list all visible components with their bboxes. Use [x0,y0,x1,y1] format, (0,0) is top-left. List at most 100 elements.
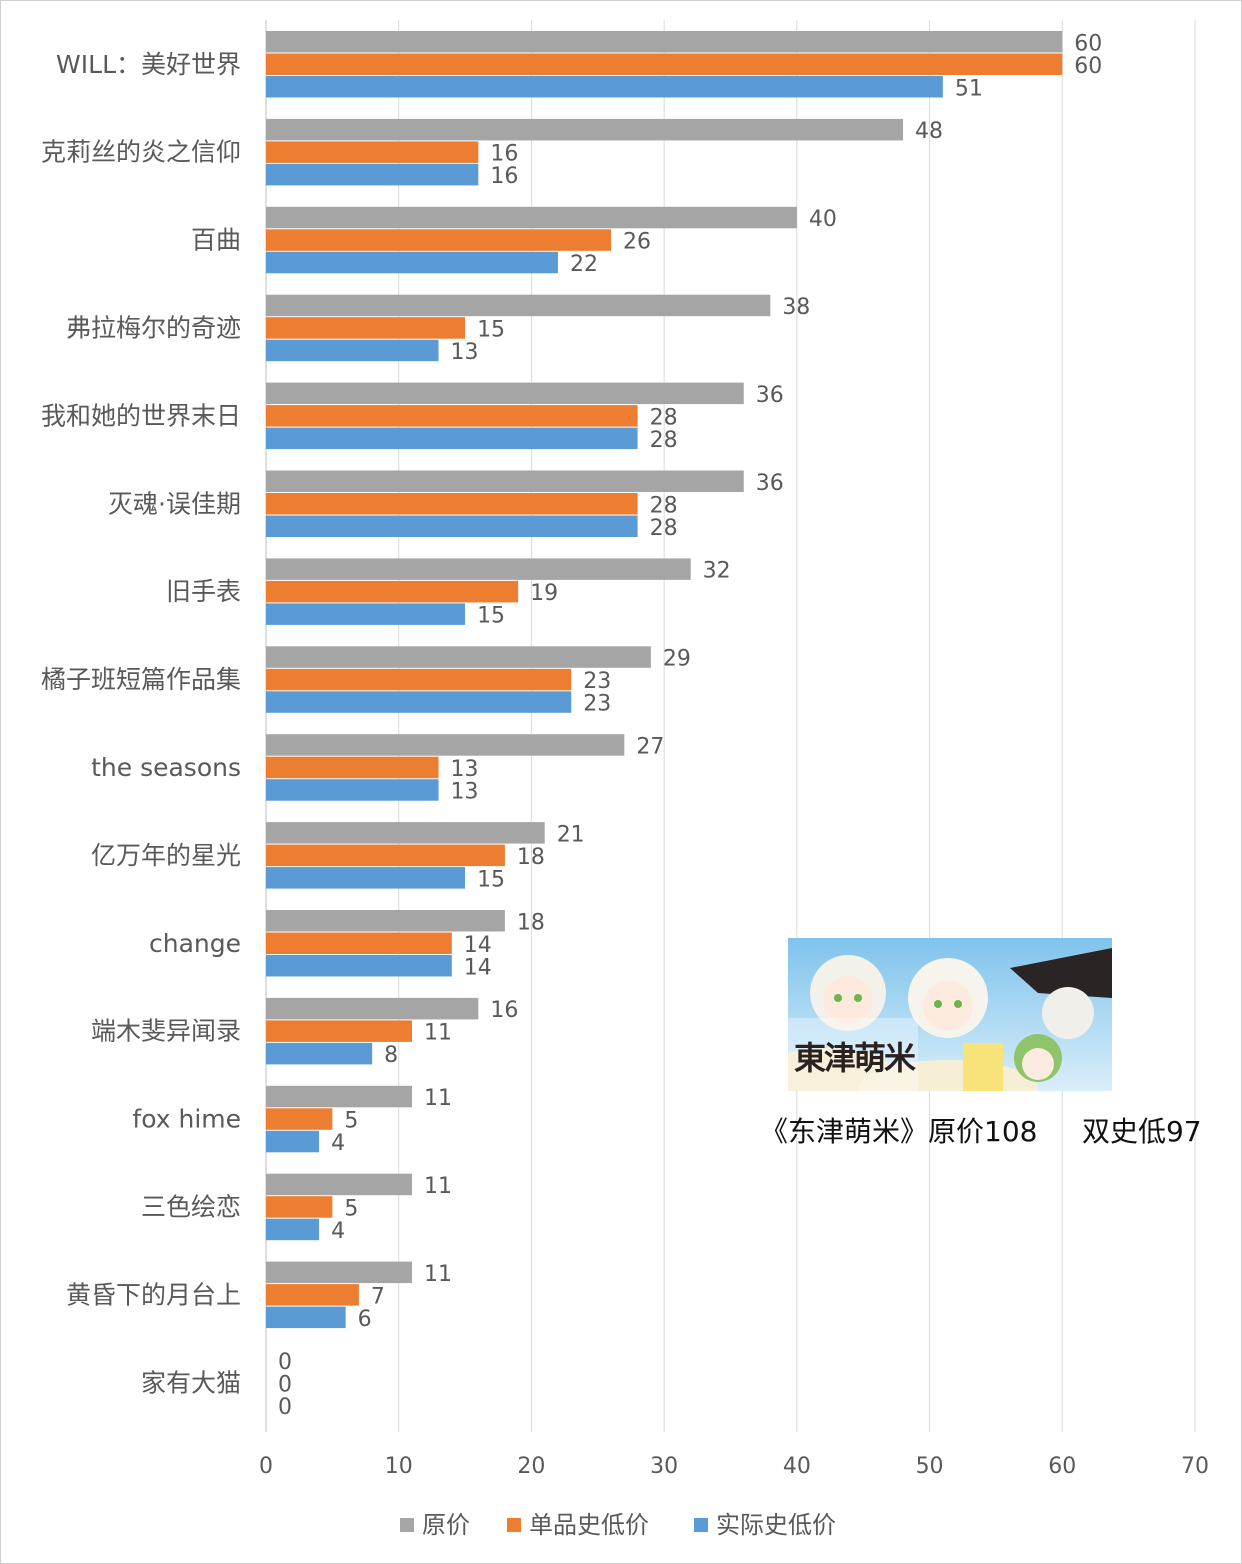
bar-actual-low-price [266,515,638,537]
category-label: 弗拉梅尔的奇迹 [66,313,241,342]
data-label: 60 [1074,54,1102,79]
data-label: 7 [371,1284,385,1309]
category-label: WILL：美好世界 [56,50,241,79]
data-label: 15 [477,867,505,892]
bar-original-price [266,558,691,580]
bar-single-low-price [266,580,519,603]
x-tick-label: 10 [385,1454,413,1479]
data-label: 23 [583,692,611,717]
bar-actual-low-price [266,955,452,977]
data-label: 51 [955,76,983,101]
bar-original-price [266,997,479,1020]
category-label: 百曲 [191,226,241,255]
data-label: 13 [451,340,479,365]
bar-single-low-price [266,1284,359,1306]
data-label: 4 [331,1219,345,1244]
bar-single-low-price [266,932,452,954]
category-label: 旧手表 [166,577,241,606]
bar-actual-low-price [266,1306,346,1329]
data-label: 38 [782,295,810,320]
bar-original-price [266,1085,412,1108]
bar-actual-low-price [266,339,439,362]
bar-actual-low-price [266,251,558,274]
bar-actual-low-price [266,427,638,450]
promo-image: 東津萌米 [788,938,1112,1091]
data-label: 36 [756,471,784,496]
bar-single-low-price [266,1020,412,1042]
data-label: 21 [557,822,585,847]
data-label: 29 [663,647,691,672]
data-label: 11 [424,1262,452,1287]
bar-original-price [266,31,1063,53]
data-label: 28 [650,405,678,430]
data-label: 14 [464,955,492,980]
data-label: 11 [424,1021,452,1046]
category-label: change [149,929,241,958]
data-label: 27 [636,734,664,759]
legend-label: 单品史低价 [529,1511,649,1539]
data-label: 48 [915,119,943,144]
bar-single-low-price [266,53,1063,75]
x-tick-label: 70 [1181,1454,1209,1479]
bar-single-low-price [266,317,466,339]
data-label: 60 [1074,31,1102,56]
category-labels: WILL：美好世界克莉丝的炎之信仰百曲弗拉梅尔的奇迹我和她的世界末日灭魂·误佳期… [41,50,241,1398]
data-label: 5 [344,1196,358,1221]
bar-actual-low-price [266,163,479,186]
x-tick-label: 20 [517,1454,545,1479]
data-label: 32 [703,559,731,584]
bar-original-price [266,206,797,229]
bar-actual-low-price [266,1042,373,1065]
bar-single-low-price [266,493,638,515]
category-label: the seasons [91,753,241,782]
data-label: 15 [477,317,505,342]
bar-original-price [266,1261,412,1284]
data-label: 23 [583,669,611,694]
data-label: 28 [650,428,678,453]
bar-original-price [266,1173,412,1196]
data-label: 22 [570,252,598,277]
x-tick-label: 0 [259,1454,273,1479]
bar-original-price [266,470,744,492]
bar-single-low-price [266,756,439,779]
legend: 原价 单品史低价 实际史低价 [400,1511,836,1539]
category-label: 三色绘恋 [141,1192,241,1221]
category-label: 家有大猫 [141,1368,241,1397]
bar-actual-low-price [266,603,466,625]
data-label: 36 [756,383,784,408]
legend-label: 实际史低价 [716,1511,836,1539]
bar-actual-low-price [266,76,943,98]
data-label: 16 [490,142,518,167]
bar-actual-low-price [266,691,572,713]
data-label: 0 [278,1350,292,1375]
bar-original-price [266,822,545,844]
bar-single-low-price [266,141,479,163]
data-label: 16 [490,998,518,1023]
bar-actual-low-price [266,779,439,801]
legend-label: 原价 [422,1511,470,1539]
data-label: 11 [424,1174,452,1199]
bar-original-price [266,294,771,317]
bar-single-low-price [266,1196,333,1218]
bar-single-low-price [266,229,612,251]
bar-original-price [266,646,651,668]
data-label: 5 [344,1109,358,1134]
legend-swatch [694,1518,708,1532]
category-label: 灭魂·误佳期 [108,489,241,518]
data-label: 8 [384,1043,398,1068]
data-label: 15 [477,604,505,629]
data-label: 28 [650,493,678,518]
data-label: 4 [331,1131,345,1156]
bar-actual-low-price [266,1130,320,1153]
category-label: 亿万年的星光 [91,841,241,870]
data-label: 14 [464,933,492,958]
bar-single-low-price [266,405,638,427]
x-tick-label: 50 [916,1454,944,1479]
data-label: 11 [424,1086,452,1111]
bar-single-low-price [266,668,572,691]
data-label: 18 [517,910,545,935]
x-tick-label: 60 [1048,1454,1076,1479]
category-label: fox hime [132,1105,241,1134]
bar-single-low-price [266,1108,333,1130]
